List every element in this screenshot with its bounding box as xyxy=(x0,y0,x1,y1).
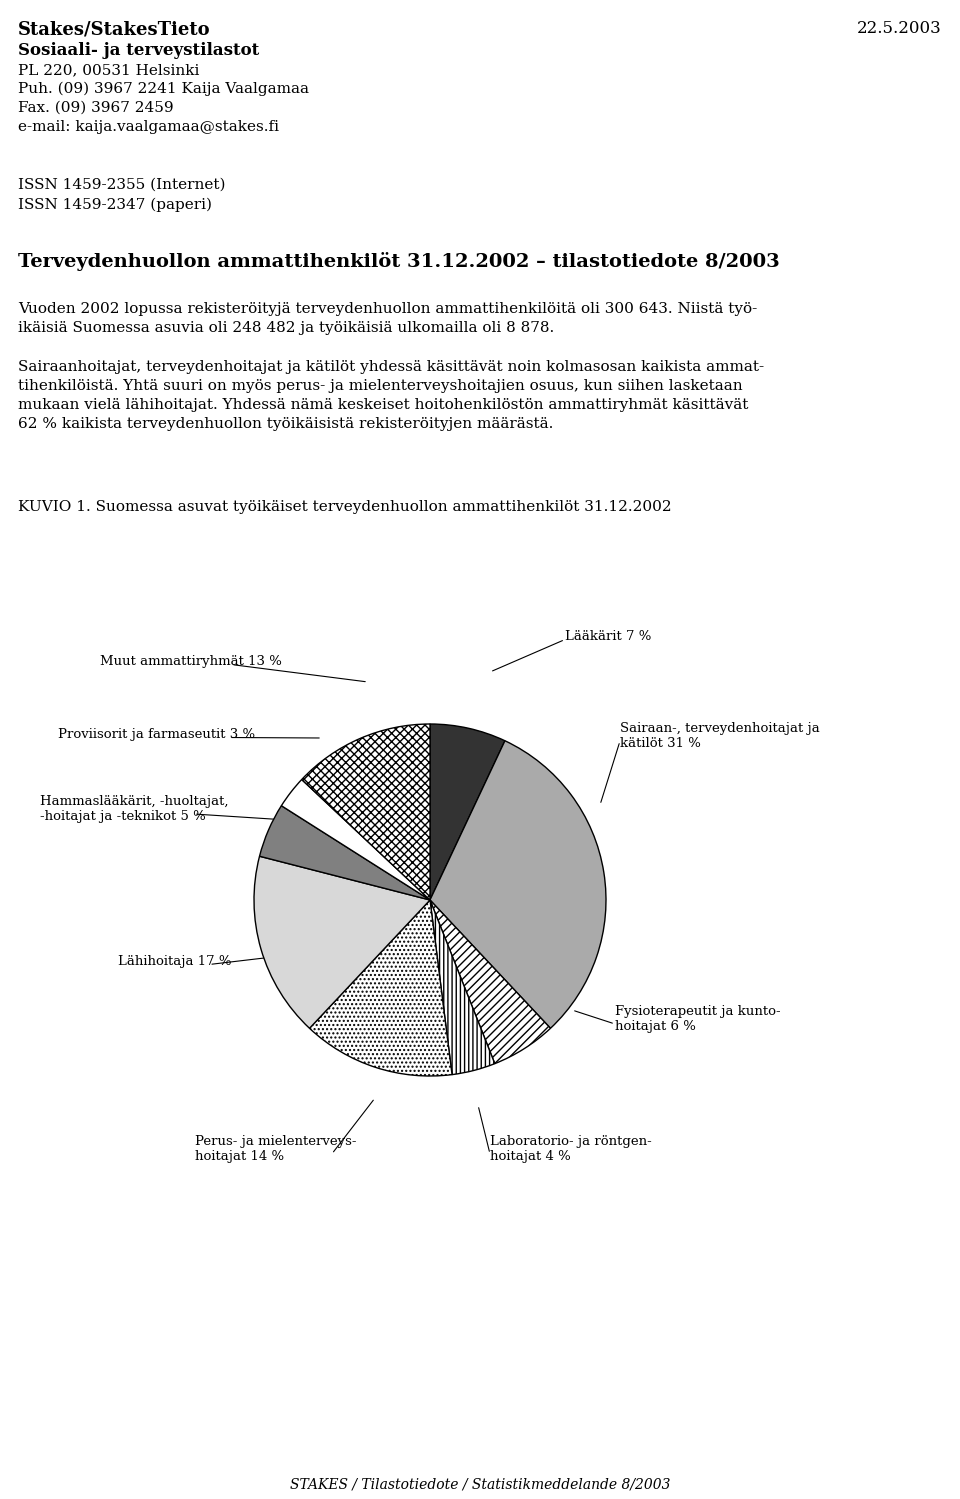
Text: 22.5.2003: 22.5.2003 xyxy=(857,19,942,37)
Text: ISSN 1459-2355 (Internet): ISSN 1459-2355 (Internet) xyxy=(18,178,226,192)
Text: Hammaslääkärit, -huoltajat,
-hoitajat ja -teknikot 5 %: Hammaslääkärit, -huoltajat, -hoitajat ja… xyxy=(40,794,228,823)
Wedge shape xyxy=(430,741,606,1028)
Wedge shape xyxy=(430,899,550,1064)
Text: 62 % kaikista terveydenhuollon työikäisistä rekisteröityjen määrästä.: 62 % kaikista terveydenhuollon työikäisi… xyxy=(18,417,553,432)
Text: STAKES / Tilastotiedote / Statistikmeddelande 8/2003: STAKES / Tilastotiedote / Statistikmedde… xyxy=(290,1478,670,1492)
Wedge shape xyxy=(430,899,494,1075)
Text: Fax. (09) 3967 2459: Fax. (09) 3967 2459 xyxy=(18,100,174,115)
Text: ISSN 1459-2347 (paperi): ISSN 1459-2347 (paperi) xyxy=(18,198,212,213)
Text: Sairaanhoitajat, terveydenhoitajat ja kätilöt yhdessä käsittävät noin kolmasosan: Sairaanhoitajat, terveydenhoitajat ja kä… xyxy=(18,360,764,373)
Text: Sairaan-, terveydenhoitajat ja
kätilöt 31 %: Sairaan-, terveydenhoitajat ja kätilöt 3… xyxy=(620,723,820,750)
Text: Perus- ja mielenterveys-
hoitajat 14 %: Perus- ja mielenterveys- hoitajat 14 % xyxy=(195,1135,356,1163)
Text: Fysioterapeutit ja kunto-
hoitajat 6 %: Fysioterapeutit ja kunto- hoitajat 6 % xyxy=(615,1004,780,1033)
Text: Stakes/StakesTieto: Stakes/StakesTieto xyxy=(18,19,210,37)
Text: ikäisiä Suomessa asuvia oli 248 482 ja työikäisiä ulkomailla oli 8 878.: ikäisiä Suomessa asuvia oli 248 482 ja t… xyxy=(18,321,554,334)
Text: tihenkilöistä. Yhtä suuri on myös perus- ja mielenterveyshoitajien osuus, kun si: tihenkilöistä. Yhtä suuri on myös perus-… xyxy=(18,379,743,393)
Text: Muut ammattiryhmät 13 %: Muut ammattiryhmät 13 % xyxy=(100,655,282,669)
Wedge shape xyxy=(301,724,430,899)
Wedge shape xyxy=(259,805,430,899)
Text: Terveydenhuollon ammattihenkilöt 31.12.2002 – tilastotiedote 8/2003: Terveydenhuollon ammattihenkilöt 31.12.2… xyxy=(18,252,780,271)
Text: Vuoden 2002 lopussa rekisteröityjä terveydenhuollon ammattihenkilöitä oli 300 64: Vuoden 2002 lopussa rekisteröityjä terve… xyxy=(18,301,757,316)
Text: e-mail: kaija.vaalgamaa@stakes.fi: e-mail: kaija.vaalgamaa@stakes.fi xyxy=(18,120,279,133)
Text: mukaan vielä lähihoitajat. Yhdessä nämä keskeiset hoitohenkilöstön ammattiryhmät: mukaan vielä lähihoitajat. Yhdessä nämä … xyxy=(18,399,749,412)
Wedge shape xyxy=(281,779,430,899)
Text: PL 220, 00531 Helsinki: PL 220, 00531 Helsinki xyxy=(18,63,200,76)
Wedge shape xyxy=(254,856,430,1028)
Text: Puh. (09) 3967 2241 Kaija Vaalgamaa: Puh. (09) 3967 2241 Kaija Vaalgamaa xyxy=(18,82,309,96)
Text: Lääkärit 7 %: Lääkärit 7 % xyxy=(565,630,652,643)
Wedge shape xyxy=(309,899,452,1076)
Text: Laboratorio- ja röntgen-
hoitajat 4 %: Laboratorio- ja röntgen- hoitajat 4 % xyxy=(490,1135,652,1163)
Text: Lähihoitaja 17 %: Lähihoitaja 17 % xyxy=(118,955,231,968)
Wedge shape xyxy=(430,724,505,899)
Text: Sosiaali- ja terveystilastot: Sosiaali- ja terveystilastot xyxy=(18,42,259,58)
Text: Proviisorit ja farmaseutit 3 %: Proviisorit ja farmaseutit 3 % xyxy=(58,729,255,741)
Text: KUVIO 1. Suomessa asuvat työikäiset terveydenhuollon ammattihenkilöt 31.12.2002: KUVIO 1. Suomessa asuvat työikäiset terv… xyxy=(18,501,672,514)
